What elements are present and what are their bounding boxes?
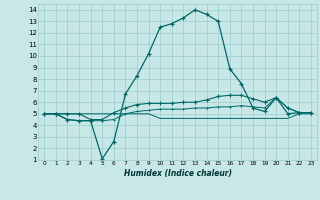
X-axis label: Humidex (Indice chaleur): Humidex (Indice chaleur) xyxy=(124,169,232,178)
